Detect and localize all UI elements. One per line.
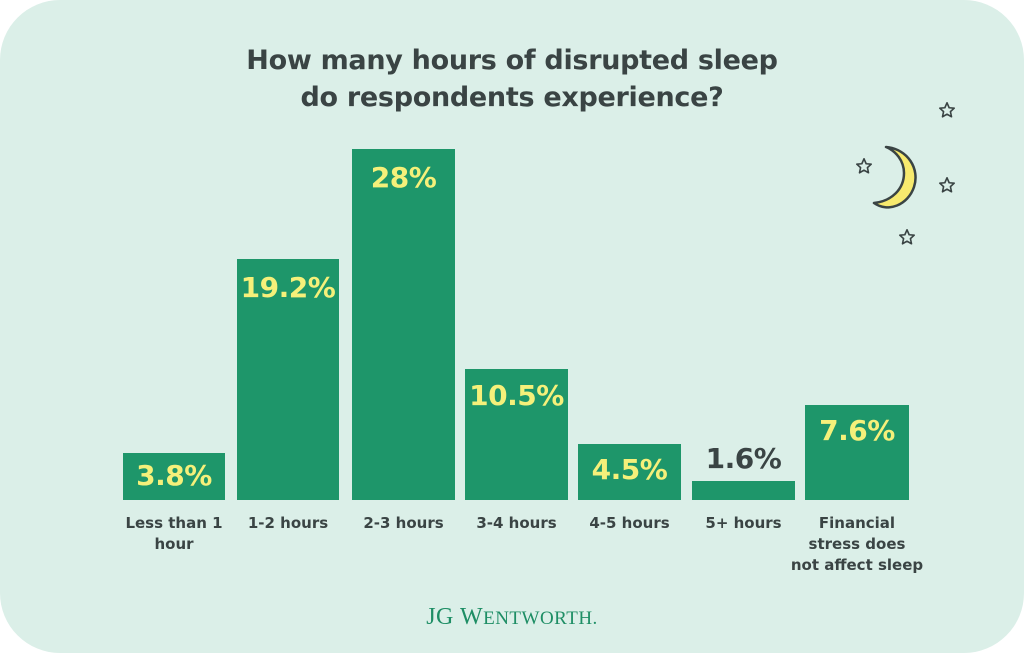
bar-less-than-1-hour xyxy=(123,453,225,500)
value-label: 1.6% xyxy=(705,442,782,475)
chart-title-line2: do respondents experience? xyxy=(300,82,724,113)
category-label: 5+ hours xyxy=(705,514,782,532)
chart-title: How many hours of disrupted sleep do res… xyxy=(0,42,1024,116)
category-label: 2-3 hours xyxy=(363,514,444,532)
star-icon xyxy=(938,101,956,118)
value-label: 4.5% xyxy=(591,453,668,486)
value-label: 28% xyxy=(370,161,437,194)
bar-no-effect xyxy=(805,405,909,500)
jg-wentworth-logo: JG WENTWORTH. xyxy=(426,604,598,630)
value-label: 7.6% xyxy=(819,414,895,447)
star-icon xyxy=(938,176,956,193)
category-label: 1-2 hours xyxy=(247,514,329,532)
bar-5-plus-hours xyxy=(692,481,795,500)
bar-4-5-hours xyxy=(578,444,681,500)
value-label: 19.2% xyxy=(240,271,336,304)
chart-title-line1: How many hours of disrupted sleep xyxy=(246,45,778,76)
bar-3-4-hours xyxy=(465,369,568,500)
category-label: Financial stress does not affect sleep xyxy=(790,514,924,574)
category-label: Less than 1 hour xyxy=(125,514,223,553)
star-icon xyxy=(898,228,916,245)
moon-icon xyxy=(872,145,917,209)
star-icon xyxy=(855,157,873,174)
value-label: 10.5% xyxy=(469,379,564,412)
category-label: 4-5 hours xyxy=(589,514,670,532)
value-label: 3.8% xyxy=(136,459,212,492)
category-label: 3-4 hours xyxy=(476,514,557,532)
bar-2-3-hours xyxy=(352,149,455,500)
bar-1-2-hours xyxy=(237,259,339,500)
